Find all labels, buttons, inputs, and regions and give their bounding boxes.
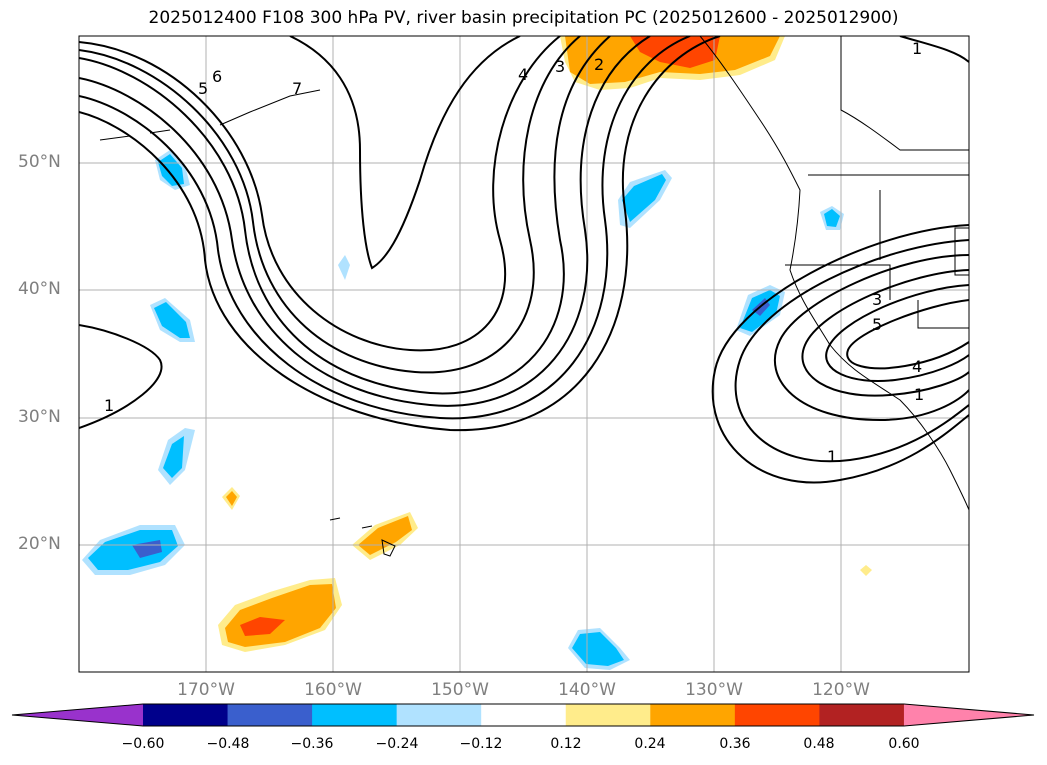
contour-label: 5	[872, 315, 882, 334]
gridlines	[79, 36, 969, 672]
colorbar-tick-label: 0.12	[550, 736, 582, 752]
colorbar-extend-low	[12, 704, 143, 726]
colorbar-tick-label: −0.60	[121, 736, 165, 752]
map-frame	[78, 35, 970, 673]
contour-label-group: 1 1 1 2 3 4 5 6 7 3 5 4 1	[104, 39, 924, 466]
contour-label: 1	[912, 39, 922, 58]
colorbar-segment	[565, 704, 651, 726]
lon-label: 160°W	[304, 680, 362, 700]
colorbar-segment	[819, 704, 905, 726]
colorbar-segment	[734, 704, 820, 726]
colorbar-segment	[312, 704, 398, 726]
colorbar-segment	[396, 704, 482, 726]
coastlines	[99, 36, 969, 557]
contour-label: 4	[912, 357, 922, 376]
colorbar-tick-label: −0.36	[290, 736, 334, 752]
pv-contours	[79, 36, 969, 484]
map-canvas: 1 1 1 2 3 4 5 6 7 3 5 4 1	[78, 35, 970, 673]
contour-label: 2	[594, 55, 604, 74]
contour-label: 1	[104, 396, 114, 415]
lat-label: 40°N	[18, 279, 61, 299]
contour-label: 3	[872, 290, 882, 309]
lon-label: 150°W	[431, 680, 489, 700]
colorbar-segment	[481, 704, 567, 726]
contour-label: 1	[914, 385, 924, 404]
contour-label: 4	[518, 65, 528, 84]
contour-label: 1	[827, 447, 837, 466]
lon-label: 170°W	[177, 680, 235, 700]
colorbar-tick-label: 0.24	[634, 736, 666, 752]
colorbar-tick-label: 0.36	[719, 736, 751, 752]
map-title: 2025012400 F108 300 hPa PV, river basin …	[148, 8, 899, 28]
colorbar-segment	[143, 704, 229, 726]
lon-label: 130°W	[685, 680, 743, 700]
contour-label: 6	[212, 67, 222, 86]
lat-label: 30°N	[18, 407, 61, 427]
colorbar-segment	[227, 704, 313, 726]
colorbar-tick-label: −0.48	[206, 736, 250, 752]
colorbar-tick-label: 0.60	[888, 736, 920, 752]
contour-label: 7	[292, 79, 302, 98]
lat-label: 50°N	[18, 152, 61, 172]
contour-label: 3	[555, 57, 565, 76]
colorbar-extend-high	[903, 704, 1034, 726]
colorbar-outline	[11, 703, 1035, 727]
contour-label: 5	[198, 79, 208, 98]
lon-label: 120°W	[812, 680, 870, 700]
lat-label: 20°N	[18, 534, 61, 554]
lon-label: 140°W	[558, 680, 616, 700]
colorbar-tick-label: 0.48	[803, 736, 835, 752]
precip-area-tiny	[860, 565, 872, 576]
colorbar-tick-label: −0.24	[375, 736, 419, 752]
colorbar-tick-label: −0.12	[459, 736, 503, 752]
colorbar-segment	[650, 704, 736, 726]
